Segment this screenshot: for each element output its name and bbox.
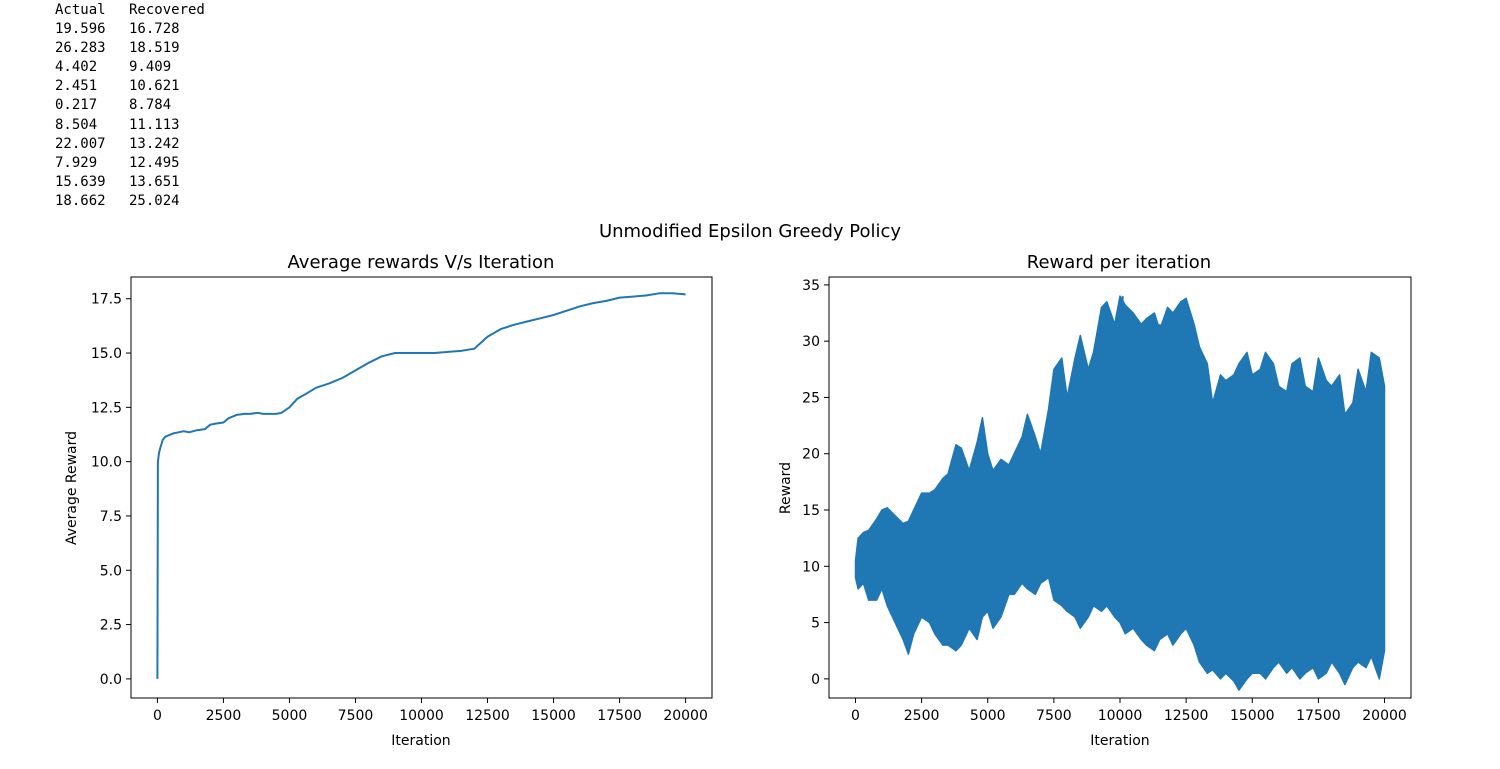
reward-per-iteration-chart: Reward per iteration Iteration Reward 0 2…	[778, 252, 1412, 749]
output-row: 8.504 11.113	[55, 116, 205, 135]
recovered-value: 13.651	[129, 173, 180, 190]
recovered-value: 10.621	[129, 78, 180, 95]
actual-value: 15.639	[55, 173, 106, 190]
output-row: 22.007 13.242	[55, 135, 205, 154]
output-row: 19.596 16.728	[55, 20, 205, 39]
actual-value: 18.662	[55, 192, 106, 209]
recovered-value: 9.409	[129, 59, 172, 76]
y-tick-label: 35	[802, 278, 820, 294]
recovered-value: 16.728	[129, 21, 180, 38]
plot-area	[854, 295, 1386, 691]
x-tick-label: 15000	[531, 708, 576, 724]
x-tick-label: 10000	[1098, 708, 1143, 724]
x-tick-label: 15000	[1230, 708, 1275, 724]
x-tick-label: 17500	[597, 708, 642, 724]
y-tick-label: 10	[802, 559, 820, 575]
actual-value: 4.402	[55, 59, 98, 76]
y-tick-label: 30	[802, 334, 820, 350]
x-tick-label: 0	[851, 708, 860, 724]
y-axis-label: Average Reward	[64, 431, 80, 545]
x-tick-label: 5000	[970, 708, 1006, 724]
plot-area	[156, 292, 686, 679]
recovered-value: 8.784	[129, 97, 172, 114]
y-tick-label: 7.5	[100, 509, 122, 525]
x-axis-label: Iteration	[391, 733, 450, 749]
actual-value: 26.283	[55, 40, 106, 57]
y-tick-label: 12.5	[91, 400, 122, 416]
x-tick-label: 2500	[206, 708, 242, 724]
output-row: 2.451 10.621	[55, 77, 205, 96]
x-tick-label: 17500	[1296, 708, 1341, 724]
y-tick-label: 2.5	[100, 618, 122, 634]
output-row: 15.639 13.651	[55, 173, 205, 192]
actual-value: 7.929	[55, 154, 98, 171]
x-tick-label: 12500	[1164, 708, 1209, 724]
x-tick-label: 20000	[663, 708, 708, 724]
average-reward-chart: Average rewards V/s Iteration Iteration …	[64, 252, 713, 749]
actual-value: 19.596	[55, 21, 106, 38]
y-tick-label: 5.0	[100, 563, 122, 579]
recovered-value: 12.495	[129, 154, 180, 171]
recovered-value: 13.242	[129, 135, 180, 152]
output-row: 7.929 12.495	[55, 154, 205, 173]
y-tick-label: 25	[802, 390, 820, 406]
y-tick-label: 20	[802, 447, 820, 463]
recovered-value: 18.519	[129, 40, 180, 57]
x-tick-label: 20000	[1362, 708, 1407, 724]
y-tick-label: 15	[802, 503, 820, 519]
actual-value: 0.217	[55, 97, 98, 114]
figure-suptitle: Unmodified Epsilon Greedy Policy	[599, 221, 901, 242]
y-tick-label: 5	[811, 616, 820, 632]
y-tick-label: 0.0	[100, 672, 122, 688]
axes-frame	[130, 276, 713, 699]
output-row: 18.662 25.024	[55, 192, 205, 211]
cell-text-output: Actual Recovered 19.596 16.728 26.283 18.519 4…	[55, 1, 205, 211]
actual-value: 22.007	[55, 135, 106, 152]
output-row: 4.402 9.409	[55, 58, 205, 77]
actual-value: 2.451	[55, 78, 98, 95]
output-row: 0.217 8.784	[55, 96, 205, 115]
x-tick-label: 10000	[399, 708, 444, 724]
y-tick-label: 15.0	[91, 346, 122, 362]
recovered-value: 25.024	[129, 192, 180, 209]
x-axis-label: Iteration	[1090, 733, 1149, 749]
y-tick-label: 10.0	[91, 455, 122, 471]
actual-value: 8.504	[55, 116, 98, 133]
output-row: 26.283 18.519	[55, 39, 205, 58]
average-reward-line	[156, 292, 686, 679]
x-tick-label: 12500	[465, 708, 510, 724]
x-tick-label: 5000	[272, 708, 308, 724]
reward-series-band	[854, 295, 1386, 691]
x-tick-label: 7500	[338, 708, 374, 724]
y-tick-label: 0	[811, 672, 820, 688]
output-header-row: Actual Recovered	[55, 1, 205, 20]
header-recovered: Recovered	[129, 2, 205, 18]
y-tick-label: 17.5	[91, 292, 122, 308]
y-axis-label: Reward	[778, 462, 794, 514]
header-actual: Actual	[55, 2, 106, 18]
chart-title: Average rewards V/s Iteration	[288, 252, 555, 273]
chart-title: Reward per iteration	[1027, 252, 1211, 273]
x-tick-label: 0	[153, 708, 162, 724]
x-tick-label: 2500	[904, 708, 940, 724]
recovered-value: 11.113	[129, 116, 180, 133]
x-tick-label: 7500	[1036, 708, 1072, 724]
